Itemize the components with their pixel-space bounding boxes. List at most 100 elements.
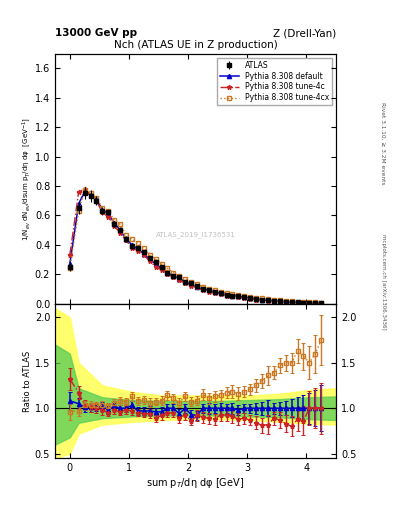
Y-axis label: 1/N$_{ev}$ dN$_{ev}$/dsum p$_T$/dη dφ  [GeV$^{-1}$]: 1/N$_{ev}$ dN$_{ev}$/dsum p$_T$/dη dφ [G… xyxy=(20,117,33,241)
Pythia 8.308 tune-4cx xyxy=(147,252,152,258)
Pythia 8.308 default xyxy=(295,300,300,306)
Pythia 8.308 tune-4cx xyxy=(76,208,81,214)
Pythia 8.308 tune-4c xyxy=(153,264,158,270)
Pythia 8.308 default xyxy=(130,242,134,248)
Pythia 8.308 default xyxy=(266,297,270,304)
Pythia 8.308 tune-4cx xyxy=(195,282,199,288)
Pythia 8.308 tune-4cx xyxy=(260,295,264,302)
Pythia 8.308 tune-4c xyxy=(307,300,312,306)
Pythia 8.308 tune-4cx xyxy=(136,240,140,246)
Pythia 8.308 tune-4c xyxy=(82,186,87,192)
Pythia 8.308 default xyxy=(88,192,93,198)
Pythia 8.308 tune-4cx xyxy=(68,265,72,271)
Pythia 8.308 tune-4cx xyxy=(319,300,323,306)
Pythia 8.308 default xyxy=(212,289,217,295)
Pythia 8.308 tune-4cx xyxy=(183,275,187,282)
Pythia 8.308 default xyxy=(195,284,199,290)
Pythia 8.308 tune-4c xyxy=(189,283,193,289)
Pythia 8.308 default xyxy=(189,282,193,288)
Pythia 8.308 default xyxy=(289,299,294,305)
Pythia 8.308 tune-4cx xyxy=(153,257,158,263)
Pythia 8.308 default xyxy=(206,287,211,293)
Pythia 8.308 tune-4cx xyxy=(171,270,176,276)
Pythia 8.308 tune-4cx xyxy=(272,297,276,303)
Pythia 8.308 default xyxy=(177,275,182,282)
Pythia 8.308 tune-4cx xyxy=(118,221,123,227)
Pythia 8.308 default xyxy=(106,211,110,217)
Pythia 8.308 tune-4cx xyxy=(212,287,217,293)
Text: 13000 GeV pp: 13000 GeV pp xyxy=(55,28,137,38)
Pythia 8.308 tune-4c xyxy=(218,291,223,297)
Pythia 8.308 tune-4c xyxy=(230,293,235,300)
Pythia 8.308 tune-4c xyxy=(319,300,323,306)
Pythia 8.308 tune-4c xyxy=(266,298,270,304)
Pythia 8.308 tune-4c xyxy=(165,271,170,278)
Pythia 8.308 tune-4cx xyxy=(106,208,110,214)
Pythia 8.308 default xyxy=(230,292,235,298)
Pythia 8.308 default xyxy=(242,294,247,300)
Text: ATLAS_2019_I1736531: ATLAS_2019_I1736531 xyxy=(156,231,235,238)
Pythia 8.308 tune-4cx xyxy=(283,298,288,304)
Pythia 8.308 default xyxy=(136,246,140,252)
Pythia 8.308 tune-4cx xyxy=(266,296,270,302)
Pythia 8.308 default xyxy=(272,298,276,304)
Pythia 8.308 tune-4c xyxy=(236,294,241,300)
Pythia 8.308 tune-4c xyxy=(171,274,176,280)
Pythia 8.308 tune-4cx xyxy=(218,289,223,295)
Pythia 8.308 default xyxy=(94,196,99,202)
Pythia 8.308 tune-4cx xyxy=(313,300,318,306)
Pythia 8.308 tune-4cx xyxy=(236,292,241,298)
Pythia 8.308 tune-4cx xyxy=(189,279,193,285)
Text: Z (Drell-Yan): Z (Drell-Yan) xyxy=(273,28,336,38)
Pythia 8.308 tune-4cx xyxy=(141,245,146,251)
Pythia 8.308 tune-4c xyxy=(248,295,253,302)
Pythia 8.308 tune-4c xyxy=(242,295,247,301)
Pythia 8.308 default xyxy=(112,220,117,226)
Pythia 8.308 default xyxy=(313,300,318,306)
Pythia 8.308 tune-4c xyxy=(112,223,117,229)
Pythia 8.308 default xyxy=(141,250,146,257)
Pythia 8.308 default xyxy=(171,272,176,279)
Pythia 8.308 tune-4cx xyxy=(224,290,229,296)
Pythia 8.308 default xyxy=(82,189,87,195)
Pythia 8.308 tune-4c xyxy=(254,296,259,303)
Pythia 8.308 tune-4c xyxy=(260,297,264,304)
Pythia 8.308 tune-4cx xyxy=(88,190,93,197)
Pythia 8.308 tune-4c xyxy=(136,248,140,254)
Pythia 8.308 tune-4cx xyxy=(159,261,164,267)
Pythia 8.308 default xyxy=(248,295,253,301)
Pythia 8.308 tune-4c xyxy=(200,287,205,293)
Pythia 8.308 tune-4c xyxy=(106,214,110,220)
Pythia 8.308 tune-4c xyxy=(313,300,318,306)
Pythia 8.308 default xyxy=(283,298,288,305)
Pythia 8.308 default xyxy=(118,227,123,233)
Pythia 8.308 default xyxy=(165,270,170,276)
Pythia 8.308 tune-4cx xyxy=(100,205,105,211)
Pythia 8.308 tune-4cx xyxy=(277,297,282,304)
Pythia 8.308 default xyxy=(153,261,158,267)
Pythia 8.308 tune-4c xyxy=(301,300,306,306)
Pythia 8.308 default xyxy=(218,290,223,296)
Pythia 8.308 tune-4c xyxy=(147,258,152,264)
Pythia 8.308 tune-4c xyxy=(100,209,105,216)
Pythia 8.308 tune-4cx xyxy=(289,298,294,305)
Pythia 8.308 tune-4c xyxy=(289,300,294,306)
Pythia 8.308 default xyxy=(254,296,259,302)
Pythia 8.308 tune-4cx xyxy=(94,195,99,201)
Pythia 8.308 tune-4c xyxy=(212,290,217,296)
Text: Rivet 3.1.10, ≥ 3.2M events: Rivet 3.1.10, ≥ 3.2M events xyxy=(381,102,386,185)
Pythia 8.308 tune-4c xyxy=(195,284,199,290)
Pythia 8.308 tune-4cx xyxy=(112,217,117,223)
Pythia 8.308 tune-4c xyxy=(177,277,182,283)
Pythia 8.308 tune-4c xyxy=(295,300,300,306)
Pythia 8.308 tune-4c xyxy=(94,198,99,204)
Pythia 8.308 tune-4cx xyxy=(248,294,253,300)
Pythia 8.308 tune-4cx xyxy=(200,284,205,290)
Line: Pythia 8.308 default: Pythia 8.308 default xyxy=(68,190,323,305)
Pythia 8.308 default xyxy=(159,265,164,271)
Pythia 8.308 tune-4cx xyxy=(177,272,182,279)
Pythia 8.308 default xyxy=(319,300,323,306)
Pythia 8.308 tune-4c xyxy=(88,192,93,198)
Pythia 8.308 tune-4cx xyxy=(295,298,300,305)
Pythia 8.308 default xyxy=(183,279,187,285)
